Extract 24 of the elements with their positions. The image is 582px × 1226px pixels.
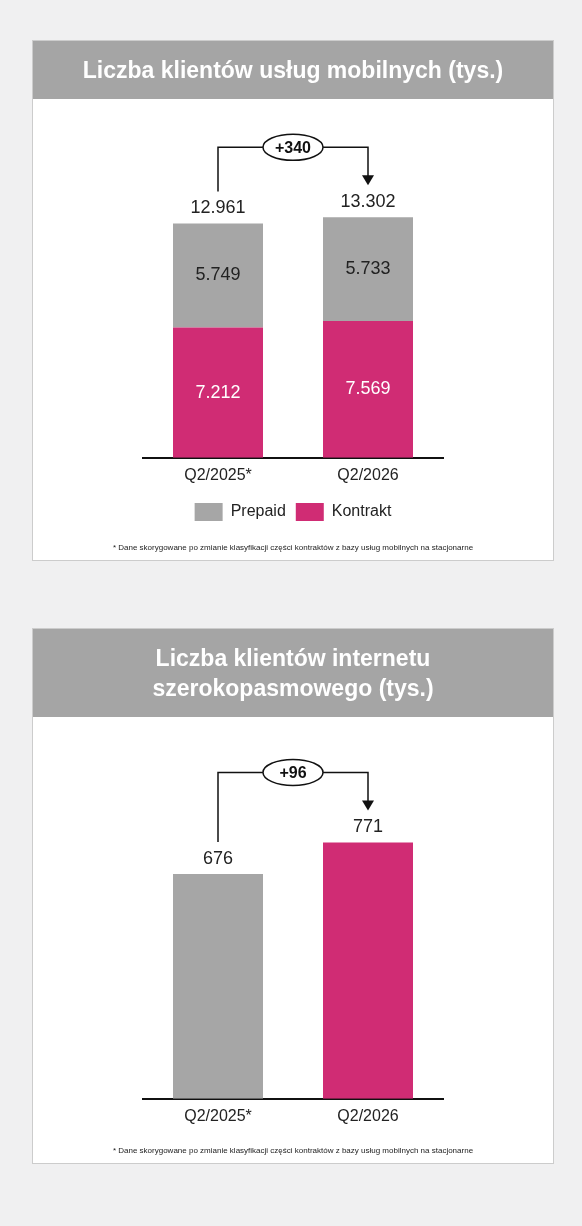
total-label: 13.302 (340, 191, 396, 212)
text: +340 (274, 139, 312, 157)
data-label: 5.749 (195, 264, 241, 285)
x-tick-label: Q2/2026 (337, 1106, 399, 1124)
data-label: 7.212 (195, 381, 241, 402)
text: * Dane skorygowane po zmianie klasyfikacji części kontraktów z bazy usług mobilnych na stacjonarne (111, 542, 475, 554)
chart-title: Liczba klientów internetu szerokopasmowego (tys.) (33, 629, 553, 717)
text: +96 (279, 764, 307, 782)
bar (173, 327, 263, 458)
x-tick-label: Q2/2025* (184, 1106, 252, 1124)
data-label: 771 (352, 816, 384, 837)
data-label: 676 (202, 847, 234, 868)
total-label: 12.961 (190, 197, 246, 218)
x-tick-label: Q2/2025* (184, 465, 252, 483)
legend-label: Prepaid (230, 502, 286, 520)
data-label: 5.733 (345, 258, 391, 279)
x-tick-label: Q2/2026 (337, 465, 399, 483)
data-label: 7.569 (345, 378, 391, 399)
text: * Dane skorygowane po zmianie klasyfikacji części kontraktów z bazy usług mobilnych na stacjonarne (111, 1145, 475, 1157)
bar (323, 320, 413, 458)
chart-title: Liczba klientów usług mobilnych (tys.) (33, 41, 553, 99)
bar (173, 223, 263, 328)
bar (323, 217, 413, 321)
legend-label: Kontrakt (331, 502, 392, 520)
